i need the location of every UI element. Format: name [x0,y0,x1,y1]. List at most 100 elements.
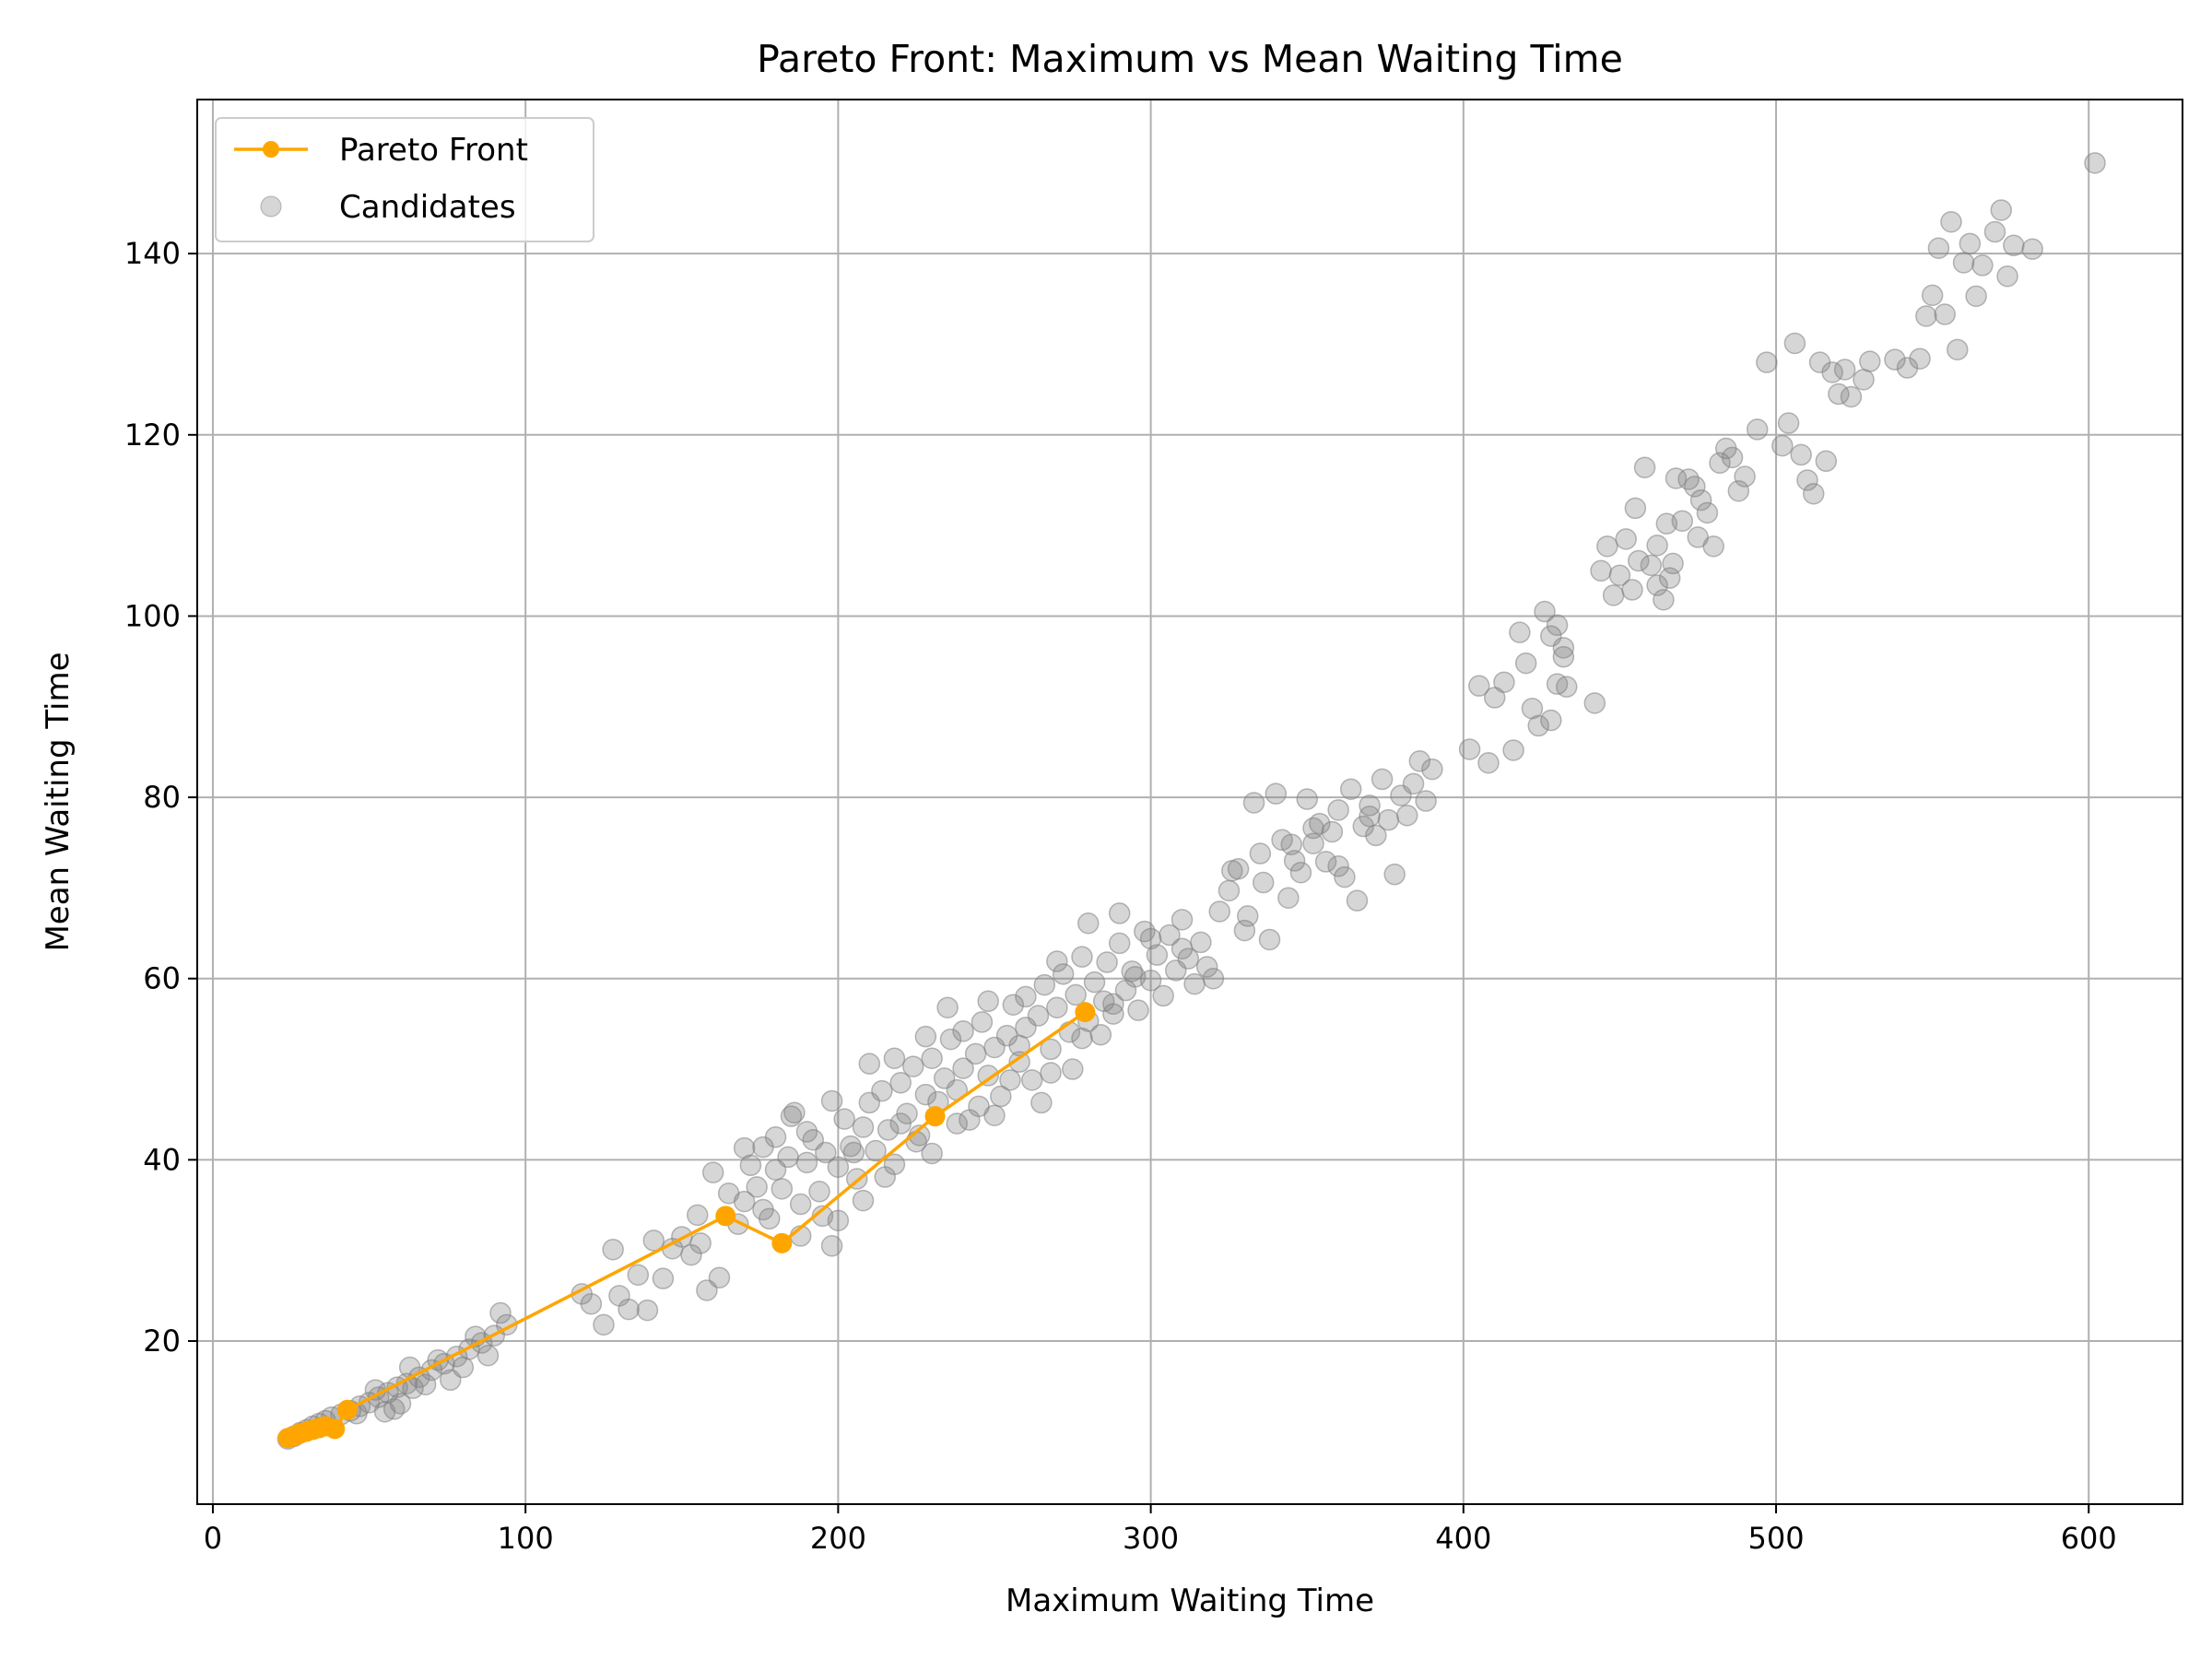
candidate-point [1327,855,1349,877]
candidate-point [1183,972,1206,995]
pareto-front-point [324,1418,346,1440]
candidate-point [820,1089,843,1112]
candidate-point [1242,792,1265,814]
candidate-point [874,1166,897,1188]
candidate-point [1602,584,1625,606]
plot-frame [196,99,2183,1505]
candidate-point [1327,799,1349,821]
candidate-point [1289,861,1312,884]
candidate-point [2084,152,2106,174]
candidate-point [852,1189,875,1212]
candidate-point [440,1369,462,1392]
candidate-point [1777,412,1800,434]
y-tick-label: 100 [124,598,181,633]
candidate-point [964,1042,987,1065]
candidate-point [1046,950,1068,972]
candidate-point [764,1126,787,1148]
candidate-point [1202,967,1225,990]
candidate-point [1689,488,1712,512]
candidate-point [1996,265,2018,288]
candidate-point [1071,1027,1093,1050]
candidate-point [1280,833,1302,855]
candidate-point [1377,808,1400,831]
candidate-point [1853,369,1875,391]
candidate-point [1139,927,1162,950]
candidate-point [1127,999,1149,1021]
candidate-point [1940,210,1962,233]
candidate-point [1952,252,1975,274]
candidate-point [1921,284,1944,307]
y-tick-label: 120 [124,418,181,453]
candidate-point [1046,996,1068,1018]
candidate-point [1321,820,1344,843]
candidate-point [1514,652,1537,675]
candidate-point [1493,671,1515,693]
candidate-point [1546,614,1569,637]
candidate-point [1208,900,1230,923]
candidate-point [1540,625,1562,647]
candidate-point [652,1267,675,1289]
candidate-point [1915,305,1937,327]
candidate-point [795,1121,818,1143]
candidate-point [971,1011,994,1033]
y-tick-label: 40 [143,1142,181,1177]
candidate-point [1233,919,1256,942]
candidate-point [902,1055,924,1077]
x-tick-label: 200 [810,1521,866,1556]
candidate-point [1030,1091,1053,1114]
candidate-point [1089,1023,1112,1046]
candidate-point [708,1266,731,1288]
candidate-point [477,1345,500,1367]
candidate-point [1909,347,1931,370]
candidate-point [1640,554,1663,577]
grid [197,100,2183,1504]
candidate-point [1896,357,1919,379]
candidate-point [1502,739,1524,761]
candidate-point [777,1146,799,1169]
legend-candidates-marker [260,195,282,218]
candidate-point [921,1142,943,1165]
pareto-front-point [771,1232,793,1253]
candidate-point [1927,237,1950,259]
candidate-point [871,1079,893,1102]
candidate-point [1696,501,1719,524]
y-tick-label: 20 [143,1324,181,1359]
legend-pareto-label: Pareto Front [339,132,528,169]
candidate-point [1646,574,1668,596]
candidate-point [833,1108,855,1130]
candidate-point [1221,859,1243,882]
candidate-point [1359,794,1381,817]
candidate-point [1687,526,1709,548]
candidate-point [382,1398,406,1420]
candidate-point [1468,675,1490,697]
candidate-point [739,1154,762,1177]
candidate-point [1102,1003,1124,1025]
candidate-point [977,990,999,1013]
candidate-point [1402,772,1425,795]
candidate-point [1965,285,1987,308]
candidate-point [1077,912,1100,935]
pareto-front-point [924,1106,946,1127]
candidate-point [1990,199,2013,221]
candidate-point [877,1119,900,1141]
candidate-point [1065,983,1087,1006]
x-tick-label: 300 [1123,1521,1179,1556]
candidate-point [1721,446,1744,469]
candidate-point [1840,385,1863,408]
candidate-point [1684,476,1706,498]
candidate-point [858,1053,881,1075]
candidate-point [1790,443,1812,466]
candidate-point [1015,985,1037,1008]
candidate-point [1334,865,1356,888]
pareto-front-point [715,1206,736,1227]
candidate-point [2021,238,2043,260]
x-tick-label: 500 [1747,1521,1804,1556]
candidate-point [852,1116,875,1138]
candidate-point [1983,220,2006,243]
candidate-point [1628,549,1650,572]
candidate-point [865,1139,887,1162]
candidate-point [1859,350,1881,372]
candidate-point [952,1057,974,1079]
pareto-front-point [336,1399,358,1420]
candidate-point [1096,951,1118,973]
